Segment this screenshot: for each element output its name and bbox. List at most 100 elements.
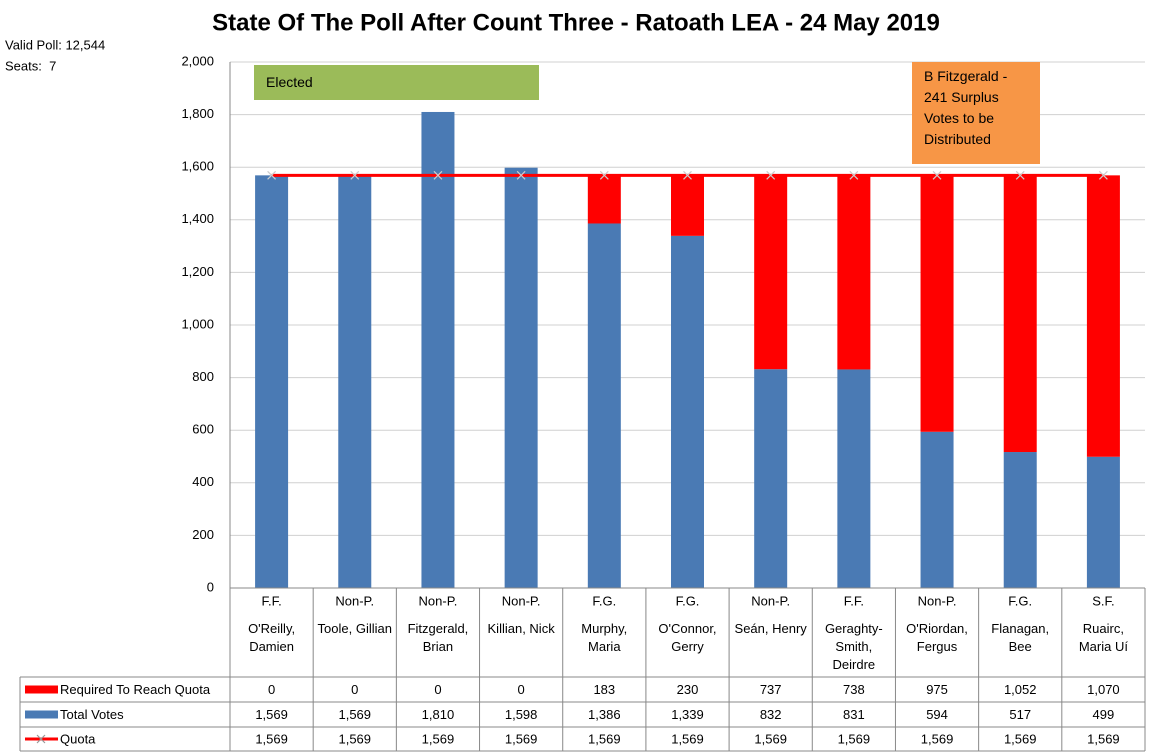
quota-marker [849, 170, 859, 180]
table-value: 1,569 [1087, 731, 1120, 746]
table-value: 1,598 [505, 707, 538, 722]
quota-marker [1015, 170, 1025, 180]
table-value: 1,569 [505, 731, 538, 746]
table-value: 1,569 [754, 731, 787, 746]
y-tick-label: 400 [192, 474, 214, 489]
table-value: 0 [351, 682, 358, 697]
candidate-label: Killian, Nick [487, 621, 555, 636]
table-value: 1,569 [338, 707, 371, 722]
legend-swatch [25, 685, 58, 694]
party-label: S.F. [1092, 593, 1114, 608]
bar [587, 223, 621, 588]
party-label: Non-P. [918, 593, 957, 608]
bar [920, 175, 954, 432]
table-value: 230 [677, 682, 699, 697]
y-tick-label: 800 [192, 369, 214, 384]
candidate-label-box: Toole, Gillian [317, 621, 392, 636]
quota-marker [267, 170, 277, 180]
party-label: F.F. [844, 593, 864, 608]
table-value: 1,569 [838, 731, 871, 746]
candidate-label: Geraghty-Smith, Deirdre [824, 621, 883, 672]
candidate-label: Toole, Gillian [317, 621, 392, 636]
bar [504, 167, 538, 588]
candidate-label-box: O'Riordan, Fergus [906, 621, 968, 654]
y-tick-label: 2,000 [181, 53, 214, 68]
table-value: 0 [434, 682, 441, 697]
surplus-box [912, 62, 1040, 164]
candidate-label: Murphy, Maria [581, 621, 628, 654]
table-value: 1,070 [1087, 682, 1120, 697]
party-label: F.G. [1008, 593, 1032, 608]
table-value: 975 [926, 682, 948, 697]
seats: Seats: 7 [5, 58, 56, 73]
y-tick-label: 1,800 [181, 106, 214, 121]
candidate-label: Ruairc, Maria Uí [1078, 621, 1128, 654]
table-value: 499 [1093, 707, 1115, 722]
legend-label: Required To Reach Quota [60, 682, 211, 697]
quota-marker [1098, 170, 1108, 180]
quota-marker [932, 170, 942, 180]
candidate-label-box: Killian, Nick [487, 621, 555, 636]
y-tick-label: 200 [192, 527, 214, 542]
surplus-label: B Fitzgerald - 241 Surplus Votes to be D… [924, 68, 1008, 147]
candidate-label-box: Geraghty-Smith, Deirdre [824, 621, 883, 672]
elected-label: Elected [266, 74, 313, 90]
y-tick-label: 1,600 [181, 159, 214, 174]
candidate-label-box: Ruairc, Maria Uí [1078, 621, 1128, 654]
bar [255, 175, 289, 588]
table-value: 1,569 [671, 731, 704, 746]
y-tick-label: 1,200 [181, 264, 214, 279]
candidate-label-box: Fitzgerald, Brian [407, 621, 469, 654]
legend-label: Quota [60, 731, 96, 746]
bar [671, 175, 704, 236]
bar [837, 369, 871, 588]
y-tick-label: 600 [192, 422, 214, 437]
bar [754, 369, 788, 588]
table-value: 1,569 [255, 707, 288, 722]
legend-marker [36, 734, 46, 744]
legend-swatch [25, 710, 58, 719]
table-value: 831 [843, 707, 865, 722]
legend-label: Total Votes [60, 707, 124, 722]
bar [1003, 175, 1037, 453]
y-tick-label: 0 [207, 579, 214, 594]
table-value: 594 [926, 707, 948, 722]
table-value: 1,810 [422, 707, 455, 722]
surplus-label-box: B Fitzgerald - 241 Surplus Votes to be D… [924, 68, 1008, 147]
candidate-label: Seán, Henry [734, 621, 807, 636]
bar [421, 111, 455, 588]
table-value: 517 [1009, 707, 1031, 722]
candidate-label-box: O'Connor, Gerry [658, 621, 717, 654]
candidate-label-box: O'Reilly, Damien [248, 621, 296, 654]
table-value: 738 [843, 682, 865, 697]
bar [1003, 452, 1037, 588]
candidate-label: Flanagan, Bee [991, 621, 1050, 654]
table-value: 1,569 [921, 731, 954, 746]
candidate-label-box: Seán, Henry [734, 621, 807, 636]
bar [587, 175, 621, 224]
table-value: 1,569 [338, 731, 371, 746]
quota-marker [683, 170, 692, 180]
table-value: 1,569 [255, 731, 288, 746]
candidate-label: Fitzgerald, Brian [407, 621, 469, 654]
party-label: F.G. [592, 593, 616, 608]
party-label: Non-P. [751, 593, 790, 608]
bar [1086, 456, 1120, 588]
table-value: 1,569 [588, 731, 621, 746]
table-value: 737 [760, 682, 782, 697]
candidate-label: O'Reilly, Damien [248, 621, 296, 654]
candidate-label-box: Flanagan, Bee [991, 621, 1050, 654]
party-label: Non-P. [502, 593, 541, 608]
party-label: F.G. [676, 593, 700, 608]
table-value: 1,569 [422, 731, 455, 746]
y-tick-label: 1,000 [181, 316, 214, 331]
bar [837, 175, 871, 370]
y-tick-label: 1,400 [181, 211, 214, 226]
party-label: Non-P. [419, 593, 458, 608]
table-value: 1,569 [1004, 731, 1037, 746]
table-value: 832 [760, 707, 782, 722]
elected-box [254, 65, 539, 100]
table-value: 1,386 [588, 707, 621, 722]
bar [754, 175, 788, 370]
candidate-label: O'Connor, Gerry [658, 621, 717, 654]
